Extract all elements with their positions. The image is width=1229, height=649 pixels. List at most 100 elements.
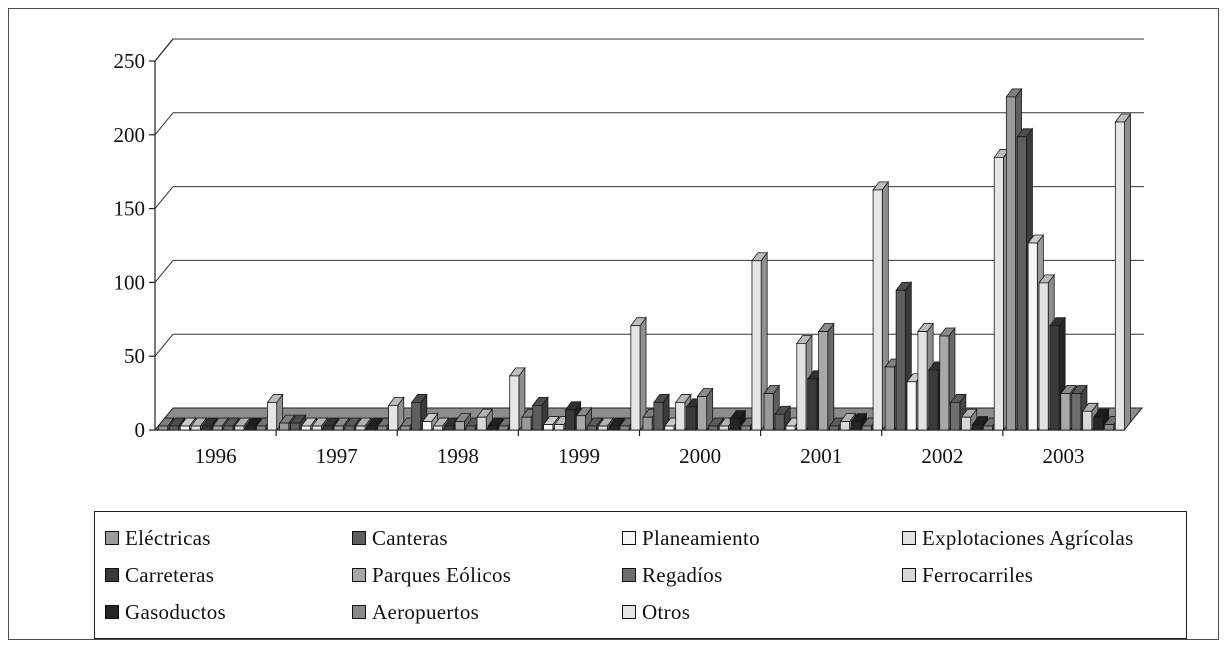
bar-front (433, 425, 444, 431)
bar-front (917, 331, 928, 431)
bar-front (400, 425, 411, 431)
legend-swatch (105, 531, 119, 545)
legend-swatch (622, 531, 636, 545)
bar-front (300, 425, 311, 431)
bar-side (639, 316, 647, 432)
bar-front (476, 416, 487, 431)
bar-front (201, 425, 212, 431)
legend-item: Carreteras (105, 559, 214, 591)
bar-front (597, 425, 608, 431)
bar-front (939, 335, 950, 431)
bar (630, 316, 647, 432)
legend-item: Parques Eólicos (352, 559, 511, 591)
chart-plot: 0 50 100 150 200 250 1996 1997 1998 1999 2000 2001 2… (114, 38, 1144, 468)
legend-item: Explotaciones Agrícolas (902, 522, 1134, 554)
x-tick-label: 1999 (558, 444, 600, 468)
bar-front (718, 425, 729, 431)
gridline-side (154, 112, 174, 136)
bar (1114, 112, 1132, 432)
legend-label: Ferrocarriles (922, 562, 1034, 587)
bar-front (675, 402, 686, 431)
bar-front (366, 425, 377, 431)
bar-front (521, 416, 532, 431)
x-tick-label: 2001 (800, 444, 842, 468)
bar-front (982, 425, 993, 431)
legend-label: Parques Eólicos (372, 562, 512, 587)
bar-front (950, 402, 961, 431)
legend-swatch (622, 568, 636, 582)
bar-front (344, 425, 355, 431)
y-tick-label: 100 (114, 270, 146, 294)
bar-front (653, 402, 664, 431)
legend-label: Gasoductos (125, 599, 226, 624)
bar-front (818, 331, 829, 431)
gridline-side (154, 333, 174, 357)
bar-front (223, 425, 234, 431)
legend-item: Planeamiento (622, 522, 760, 554)
bar-front (355, 425, 366, 431)
bar-front (311, 425, 322, 431)
chart-frame: 0 50 100 150 200 250 1996 1997 1998 1999 2000 2001 2… (8, 8, 1219, 640)
legend-item: Otros (622, 596, 690, 628)
legend-item: Ferrocarriles (902, 559, 1033, 591)
bar (410, 393, 428, 432)
legend-item: Eléctricas (105, 522, 211, 554)
x-tick-label: 2000 (679, 444, 721, 468)
bar-front (807, 378, 818, 431)
bar-front (751, 260, 762, 431)
legend-item: Gasoductos (105, 596, 226, 628)
bar-front (267, 402, 278, 431)
bar-side (827, 322, 835, 432)
bar-front (774, 413, 785, 431)
bar-front (1005, 96, 1016, 431)
bar-front (740, 425, 751, 431)
bar-front (245, 425, 256, 431)
bar-front (993, 157, 1004, 431)
bar-front (179, 425, 190, 431)
y-tick-label: 250 (114, 49, 146, 73)
bar-front (279, 422, 290, 431)
bar (387, 396, 405, 432)
bar-front (465, 425, 476, 431)
bar-front (630, 325, 641, 431)
legend-label: Aeropuertos (372, 599, 480, 624)
bar-front (697, 396, 708, 431)
legend-swatch (352, 605, 366, 619)
bar-front (961, 416, 972, 431)
bar-front (1060, 393, 1071, 431)
gridline-side (154, 260, 174, 283)
legend-swatch (105, 568, 119, 582)
bar-front (763, 393, 774, 431)
bar-front (256, 425, 267, 431)
legend-label: Eléctricas (125, 525, 211, 550)
bar-front (1114, 121, 1125, 431)
bar-front (664, 425, 675, 431)
legend-swatch (622, 605, 636, 619)
bar-front (575, 415, 586, 431)
legend-swatch (352, 531, 366, 545)
bar (817, 322, 835, 432)
bar-front (895, 289, 906, 431)
bar-front (642, 416, 653, 431)
bar-front (543, 424, 554, 431)
bar-front (928, 369, 939, 431)
bar-front (1027, 242, 1038, 431)
bar-front (1016, 136, 1027, 431)
bar-front (707, 425, 718, 431)
bar-front (586, 425, 597, 431)
bar-front (1049, 325, 1060, 431)
legend-swatch (105, 605, 119, 619)
legend-swatch (902, 531, 916, 545)
bar-front (411, 402, 422, 431)
legend-label: Explotaciones Agrícolas (922, 525, 1134, 550)
y-axis-top (154, 38, 174, 62)
bar-front (872, 189, 883, 431)
bar-front (1071, 393, 1082, 431)
bar-front (565, 409, 576, 431)
legend-label: Carreteras (125, 562, 215, 587)
bar-front (1093, 416, 1104, 431)
bar-front (498, 425, 509, 431)
bar-front (686, 406, 697, 431)
legend-label: Otros (642, 599, 691, 624)
bar-front (290, 422, 301, 431)
